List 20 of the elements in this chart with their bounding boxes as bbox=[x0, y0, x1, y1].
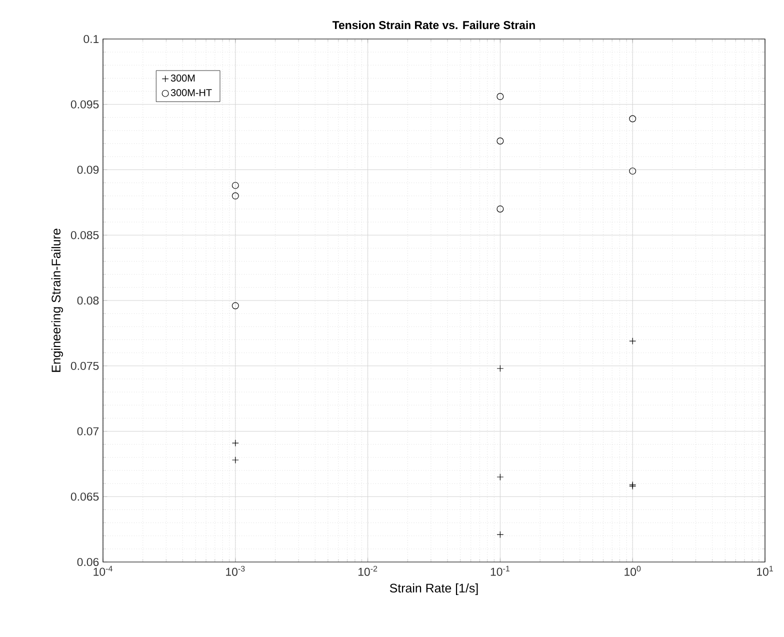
y-tick-label: 0.085 bbox=[70, 231, 99, 240]
y-axis-title: Engineering Strain-Failure bbox=[51, 228, 63, 372]
y-tick-label: 0.1 bbox=[84, 34, 99, 44]
y-tick-label: 0.08 bbox=[77, 296, 99, 305]
y-tick-label: 0.065 bbox=[70, 492, 99, 501]
y-tick-label: 0.095 bbox=[70, 100, 99, 108]
x-axis-title: Strain Rate [1/s] bbox=[390, 583, 478, 596]
x-tick-label: 10$^{-2}$ bbox=[358, 566, 378, 576]
legend-label: 300M-HT bbox=[170, 89, 212, 96]
y-tick-label: 0.07 bbox=[77, 427, 99, 436]
y-tick-label: 0.06 bbox=[77, 558, 99, 566]
x-tick-label: 10$^{-4}$ bbox=[94, 566, 112, 576]
chart-title: Tension Strain Rate vs. Failure Strain bbox=[332, 20, 535, 30]
x-tick-label: 10$^{-3}$ bbox=[226, 566, 245, 576]
x-tick-label: 10$^{1}$ bbox=[757, 566, 773, 576]
x-tick-label: 10$^{0}$ bbox=[624, 566, 641, 576]
x-tick-label: 10$^{-1}$ bbox=[490, 566, 510, 576]
legend-label: 300M bbox=[170, 74, 195, 82]
y-tick-label: 0.09 bbox=[77, 166, 99, 174]
y-tick-label: 0.075 bbox=[70, 362, 99, 370]
